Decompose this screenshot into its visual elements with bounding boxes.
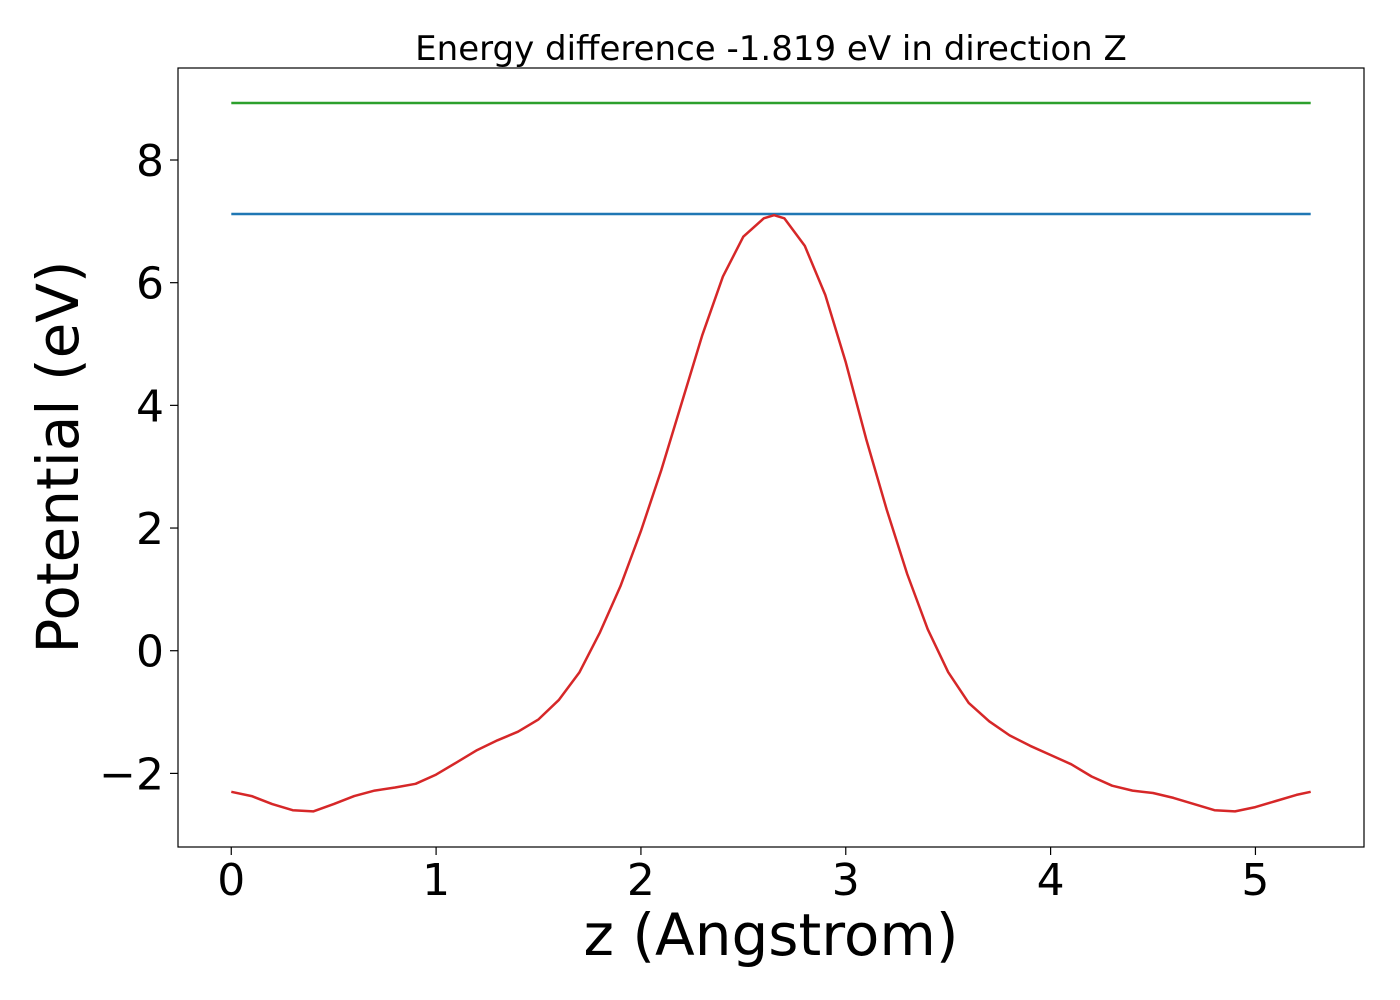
y-tick-label: 8	[136, 136, 164, 187]
y-axis-ticks: −2 0 2 4 6 8	[99, 136, 178, 800]
x-tick-label: 4	[1037, 855, 1065, 906]
chart-title: Energy difference -1.819 eV in direction…	[415, 29, 1127, 69]
x-tick-label: 0	[217, 855, 245, 906]
x-tick-label: 5	[1241, 855, 1269, 906]
x-axis-label: z (Angstrom)	[584, 901, 959, 969]
x-tick-label: 1	[422, 855, 450, 906]
series-layer	[231, 101, 1311, 813]
y-tick-label: −2	[99, 749, 164, 800]
x-tick-label: 2	[627, 855, 655, 906]
y-tick-label: 4	[136, 381, 164, 432]
x-axis-ticks: 0 1 2 3 4 5	[217, 847, 1269, 906]
y-tick-label: 2	[136, 504, 164, 555]
y-tick-label: 0	[136, 627, 164, 678]
plot-frame	[177, 67, 1365, 848]
y-axis-label: Potential (eV)	[24, 260, 92, 653]
y-tick-label: 6	[136, 259, 164, 310]
series-line-2	[231, 213, 1311, 813]
x-tick-label: 3	[832, 855, 860, 906]
